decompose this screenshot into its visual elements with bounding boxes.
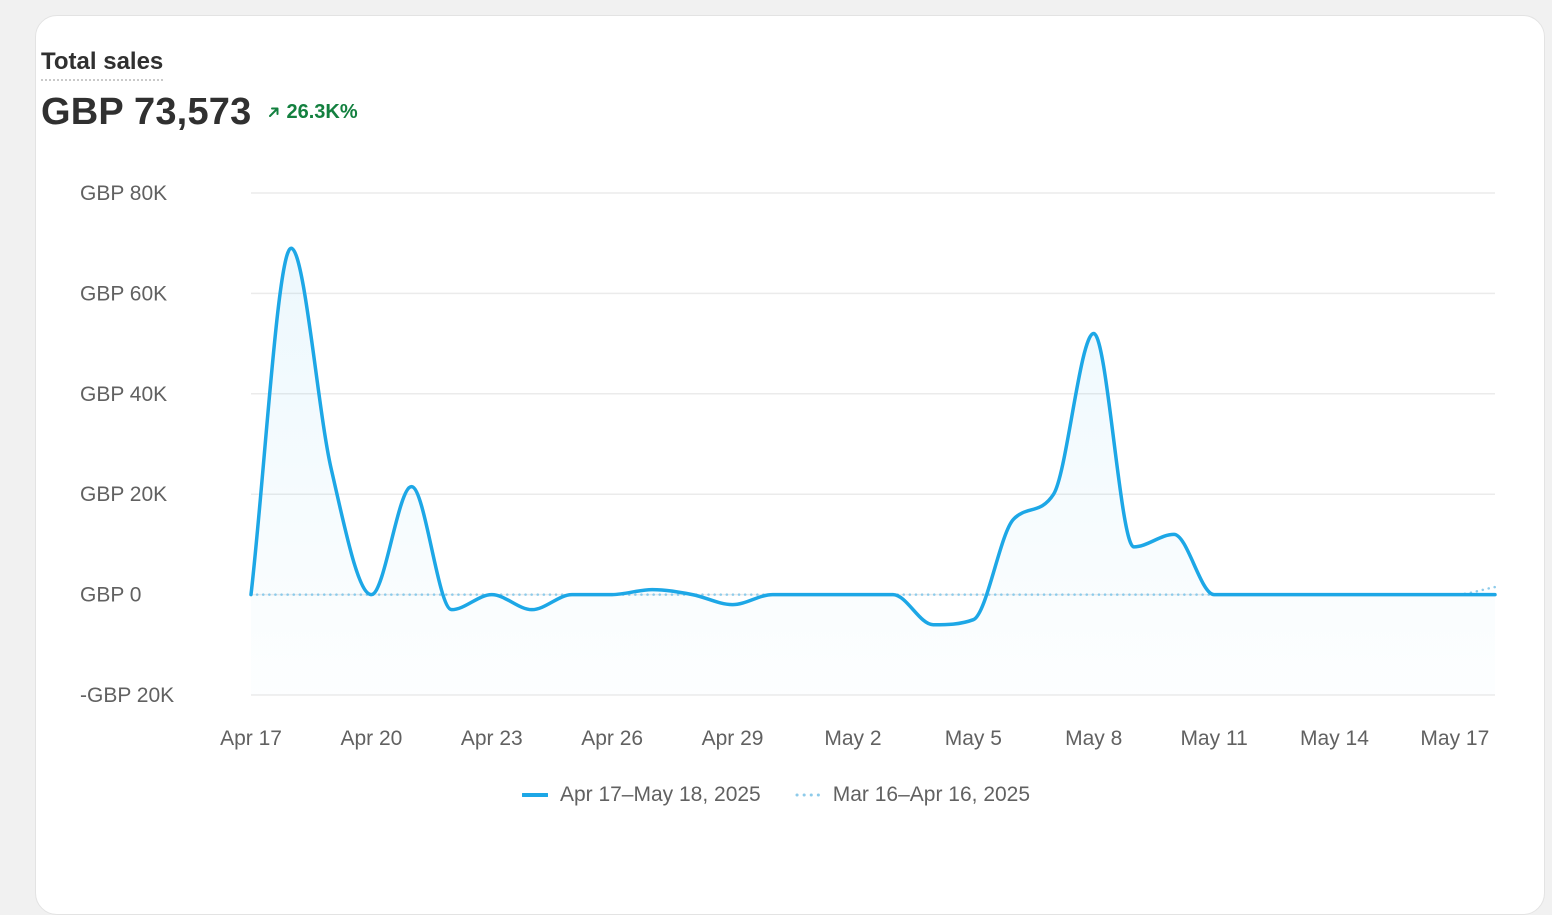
card-title[interactable]: Total sales — [41, 47, 164, 81]
x-tick-label: Apr 23 — [461, 727, 523, 750]
x-tick-label: Apr 20 — [340, 727, 402, 750]
legend-label-current: Apr 17–May 18, 2025 — [559, 783, 761, 806]
x-tick-label: May 8 — [1065, 727, 1122, 750]
series-lines — [249, 246, 1497, 695]
x-tick-label: Apr 17 — [220, 727, 282, 750]
change-badge: 26.3K% — [267, 100, 358, 124]
series-area-current — [251, 248, 1495, 695]
total-sales-value: GBP 73,573 — [41, 91, 252, 133]
x-tick-label: May 17 — [1420, 727, 1489, 750]
x-axis-ticks: Apr 17 Apr 20 Apr 23 Apr 26 Apr 29 May 2 May 5… — [220, 727, 1489, 750]
legend-item-previous[interactable]: Mar 16–Apr 16, 2025 — [795, 783, 1030, 807]
x-tick-label: Apr 29 — [702, 727, 764, 750]
y-axis-ticks: GBP 80K GBP 60K GBP 40K GBP 20K GBP 0 -GBP 20… — [80, 182, 174, 707]
legend-item-current[interactable]: Apr 17–May 18, 2025 — [521, 783, 761, 807]
chart-legend: Apr 17–May 18, 2025 Mar 16–Apr 16, 2025 — [0, 783, 1552, 807]
x-tick-label: Apr 26 — [581, 727, 643, 750]
x-tick-label: May 5 — [945, 727, 1002, 750]
change-value: 26.3K% — [286, 100, 358, 123]
total-row: GBP 73,573 26.3K% — [41, 90, 358, 134]
x-tick-label: May 2 — [824, 727, 881, 750]
y-tick-label: GBP 0 — [80, 584, 141, 607]
y-tick-label: GBP 80K — [80, 182, 167, 205]
series-line-current[interactable] — [249, 246, 1497, 627]
y-tick-label: GBP 40K — [80, 383, 167, 406]
y-tick-label: GBP 60K — [80, 282, 167, 305]
legend-label-previous: Mar 16–Apr 16, 2025 — [832, 783, 1031, 806]
y-tick-label: -GBP 20K — [80, 684, 174, 707]
arrow-up-right-icon — [269, 107, 279, 117]
y-tick-label: GBP 20K — [80, 483, 167, 506]
total-sales-line-chart: GBP 80K GBP 60K GBP 40K GBP 20K GBP 0 -GBP 20… — [80, 182, 1497, 750]
legend-swatch-dotted — [795, 793, 821, 797]
x-tick-label: May 14 — [1300, 727, 1369, 750]
legend-swatch-solid — [521, 793, 548, 797]
x-tick-label: May 11 — [1180, 727, 1247, 750]
